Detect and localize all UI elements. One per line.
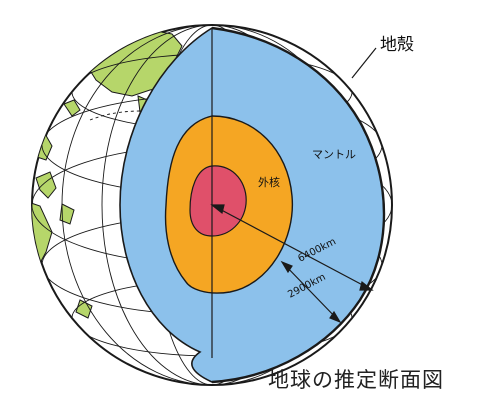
- crust-leader-line: [351, 47, 377, 79]
- radius-arrow: [210, 204, 374, 291]
- diagram-caption: 地球の推定断面図: [268, 368, 444, 392]
- crust-rim: [211, 26, 386, 384]
- mantle-label: マントル: [312, 148, 356, 161]
- depth-arrow: [280, 260, 342, 324]
- crust-label: 地殻: [380, 35, 414, 55]
- outer-core-label: 外核: [258, 175, 280, 189]
